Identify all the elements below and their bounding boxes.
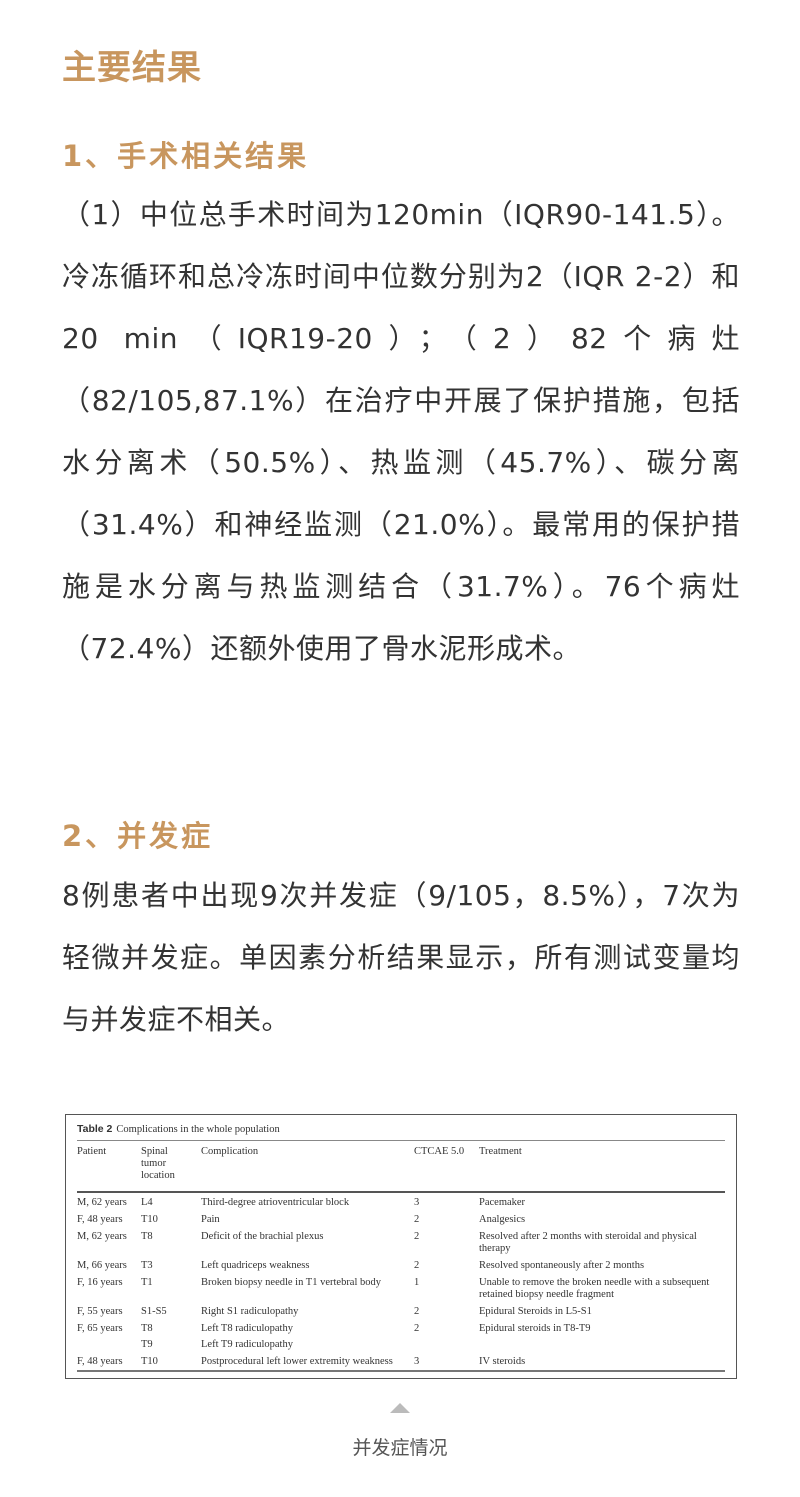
- table-cell: IV steroids: [479, 1356, 526, 1367]
- table-cell: T1: [141, 1277, 153, 1288]
- table-cell: 2: [414, 1323, 420, 1334]
- table-cell: Deficit of the brachial plexus: [201, 1231, 324, 1242]
- table-cell: Epidural Steroids in L5-S1: [479, 1306, 592, 1317]
- complications-table: Table 2 Complications in the whole popula…: [65, 1114, 737, 1379]
- table-cell: F, 16 years: [77, 1277, 123, 1288]
- table-cell: Epidural steroids in T8-T9: [479, 1323, 591, 1334]
- header-patient: Patient: [77, 1146, 107, 1157]
- table-cell: Left quadriceps weakness: [201, 1260, 310, 1271]
- table-label: Table 2: [77, 1123, 113, 1135]
- table-cell: Resolved after 2 months with steroidal a…: [479, 1231, 697, 1254]
- table-caption: Table 2 Complications in the whole popula…: [77, 1123, 280, 1135]
- table-cell: Pacemaker: [479, 1197, 526, 1208]
- table-cell: Left T9 radiculopathy: [201, 1339, 293, 1350]
- table-cell: Pain: [201, 1214, 220, 1225]
- table-title: Complications in the whole population: [116, 1124, 280, 1135]
- table-cell: Postprocedural left lower extremity weak…: [201, 1356, 393, 1367]
- table-cell: F, 48 years: [77, 1356, 123, 1367]
- table-cell: 2: [414, 1306, 420, 1317]
- table-cell: F, 65 years: [77, 1323, 123, 1334]
- table-cell: L4: [141, 1197, 153, 1208]
- table-cell: T9: [141, 1339, 153, 1350]
- table-cell: S1-S5: [141, 1306, 167, 1317]
- table-cell: 2: [414, 1214, 420, 1225]
- section-heading-surgery: 1、手术相关结果: [62, 139, 310, 173]
- table-cell: 2: [414, 1260, 420, 1271]
- header-location: Spinal tumor location: [141, 1146, 175, 1181]
- page-title: 主要结果: [62, 48, 202, 88]
- table-cell: T8: [141, 1323, 153, 1334]
- table-cell: T10: [141, 1356, 158, 1367]
- table-cell: T8: [141, 1231, 153, 1242]
- header-treatment: Treatment: [479, 1146, 522, 1157]
- table-cell: M, 66 years: [77, 1260, 127, 1271]
- table-cell: F, 55 years: [77, 1306, 123, 1317]
- table-cell: Left T8 radiculopathy: [201, 1323, 293, 1334]
- table-cell: F, 48 years: [77, 1214, 123, 1225]
- table-cell: 3: [414, 1356, 420, 1367]
- table-cell: T10: [141, 1214, 158, 1225]
- triangle-up-icon: [390, 1403, 410, 1413]
- section-heading-complications: 2、并发症: [62, 819, 214, 853]
- table-cell: Resolved spontaneously after 2 months: [479, 1260, 645, 1271]
- surgery-results-paragraph: （1）中位总手术时间为120min（IQR90-141.5）。冷冻循环和总冷冻时…: [62, 198, 740, 665]
- table-cell: Analgesics: [479, 1214, 526, 1225]
- table-cell: 2: [414, 1231, 420, 1242]
- table-cell: M, 62 years: [77, 1197, 127, 1208]
- header-complication: Complication: [201, 1146, 259, 1157]
- table-cell: Right S1 radiculopathy: [201, 1306, 299, 1317]
- table-cell: M, 62 years: [77, 1231, 127, 1242]
- table-cell: Broken biopsy needle in T1 vertebral bod…: [201, 1277, 382, 1288]
- table-cell: Unable to remove the broken needle with …: [479, 1277, 710, 1300]
- table-cell: Third-degree atrioventricular block: [201, 1197, 350, 1208]
- table-cell: 3: [414, 1197, 420, 1208]
- table-cell: T3: [141, 1260, 153, 1271]
- complications-paragraph: 8例患者中出现9次并发症（9/105，8.5%），7次为轻微并发症。单因素分析结…: [62, 879, 740, 1036]
- table-cell: 1: [414, 1277, 420, 1288]
- header-ctcae: CTCAE 5.0: [414, 1146, 465, 1157]
- figure-caption: 并发症情况: [352, 1437, 448, 1459]
